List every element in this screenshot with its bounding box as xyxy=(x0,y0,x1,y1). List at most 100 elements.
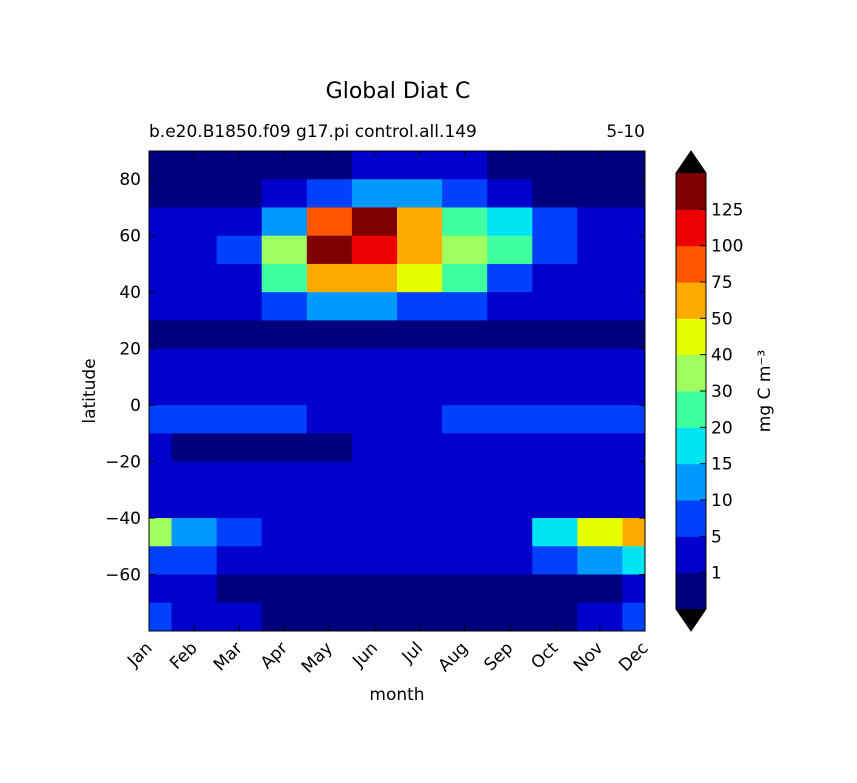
contour-cell xyxy=(171,518,218,547)
contour-cell xyxy=(306,320,353,350)
contour-cell xyxy=(487,348,533,378)
contour-cell xyxy=(577,489,623,519)
contour-cell xyxy=(216,461,263,491)
contour-cell xyxy=(532,546,578,576)
contour-cell xyxy=(306,292,353,321)
contour-cell xyxy=(442,376,488,406)
colorbar-band xyxy=(676,427,706,465)
contour-cell xyxy=(149,179,173,208)
contour-cell xyxy=(487,376,533,406)
contour-cell xyxy=(149,489,173,519)
contour-cell xyxy=(622,489,645,519)
contour-cell xyxy=(397,207,443,237)
contour-cell xyxy=(622,348,645,378)
contour-cell xyxy=(397,292,443,321)
contour-cell xyxy=(149,207,173,237)
y-tick-label: −40 xyxy=(105,509,141,529)
colorbar-tick-label: 10 xyxy=(711,491,733,511)
x-tick-label: Mar xyxy=(210,638,247,675)
contour-cell xyxy=(442,461,488,491)
x-tick-label: Jun xyxy=(348,638,382,672)
contour-cell xyxy=(216,405,263,434)
x-tick-label: Nov xyxy=(570,638,608,676)
contour-cell xyxy=(306,518,353,547)
x-tick-label: Jul xyxy=(398,638,427,667)
contour-cell xyxy=(487,574,533,604)
chart-title: Global Diat C xyxy=(326,79,471,104)
contour-cell xyxy=(397,518,443,547)
contour-cell xyxy=(149,518,173,547)
contour-cell xyxy=(442,405,488,434)
contour-cell xyxy=(351,179,398,208)
x-tick-label: Feb xyxy=(166,638,201,673)
contour-cell xyxy=(442,320,488,350)
contour-cell xyxy=(216,179,263,208)
contour-cell xyxy=(261,489,308,519)
contour-cell xyxy=(532,263,578,293)
contour-cell xyxy=(351,348,398,378)
contour-cell xyxy=(532,489,578,519)
contour-cell xyxy=(532,179,578,208)
contour-cell xyxy=(442,292,488,321)
contour-cell xyxy=(216,320,263,350)
colorbar-tick-label: 125 xyxy=(711,200,743,220)
contour-cell xyxy=(442,574,488,604)
contour-cell xyxy=(261,207,308,237)
contour-cell xyxy=(149,292,173,321)
contour-cell xyxy=(577,179,623,208)
contour-cell xyxy=(532,376,578,406)
contour-cell xyxy=(149,405,173,434)
contour-cell xyxy=(171,433,218,463)
contour-cell xyxy=(171,546,218,576)
contour-cell xyxy=(532,433,578,463)
contour-cell xyxy=(577,348,623,378)
contour-cell xyxy=(351,574,398,604)
contour-cell xyxy=(487,320,533,350)
contour-cell xyxy=(487,405,533,434)
colorbar-band xyxy=(676,500,706,537)
contour-cell xyxy=(351,546,398,576)
contour-cell xyxy=(306,179,353,208)
colorbar-band xyxy=(676,463,706,501)
contour-cell xyxy=(622,433,645,463)
contour-cell xyxy=(622,151,645,180)
contour-cell xyxy=(442,518,488,547)
contour-cell xyxy=(171,179,218,208)
y-tick-label: 0 xyxy=(130,396,141,416)
contour-cell xyxy=(261,348,308,378)
contour-cell xyxy=(442,433,488,463)
contour-cell xyxy=(216,263,263,293)
contour-cell xyxy=(397,263,443,293)
contour-cell xyxy=(216,546,263,576)
contour-cell xyxy=(261,433,308,463)
colorbar-tick-label: 1 xyxy=(711,564,722,584)
contour-cell xyxy=(149,574,173,604)
contour-cell xyxy=(532,518,578,547)
contour-cell xyxy=(532,348,578,378)
contour-cell xyxy=(351,518,398,547)
y-tick-label: 60 xyxy=(119,227,141,247)
contour-cell xyxy=(622,235,645,265)
contour-cell xyxy=(487,489,533,519)
contour-cell xyxy=(351,320,398,350)
contour-cell xyxy=(487,207,533,237)
contour-cell xyxy=(351,376,398,406)
contour-cell xyxy=(306,263,353,293)
contour-cell xyxy=(397,179,443,208)
colorbar-band xyxy=(676,391,706,428)
colorbar-tick-label: 15 xyxy=(711,455,733,475)
contour-cell xyxy=(577,292,623,321)
contour-cell xyxy=(532,235,578,265)
contour-cell xyxy=(442,546,488,576)
contour-cell xyxy=(149,376,173,406)
subtitle-right: 5-10 xyxy=(606,122,645,142)
x-tick-label: Dec xyxy=(615,638,652,675)
colorbar-tick-label: 40 xyxy=(711,346,733,366)
contour-cell xyxy=(622,263,645,293)
contour-cell xyxy=(487,263,533,293)
contour-cell xyxy=(216,235,263,265)
x-axis-label: month xyxy=(369,685,424,705)
contour-cell xyxy=(442,489,488,519)
contour-cell xyxy=(149,320,173,350)
contour-cell xyxy=(261,235,308,265)
